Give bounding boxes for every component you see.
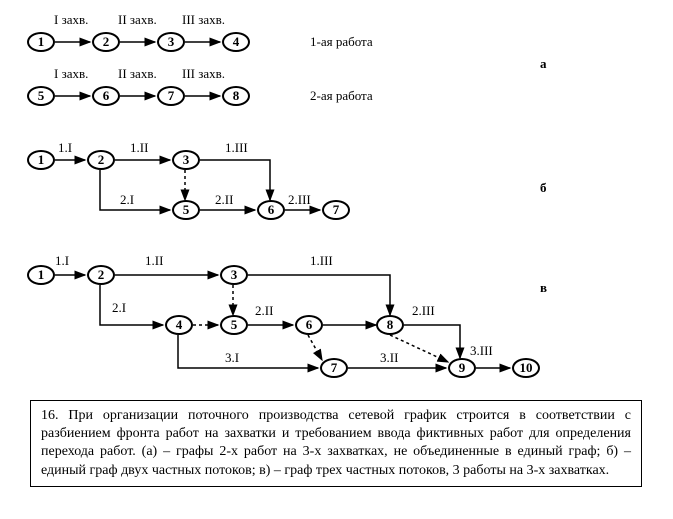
col-label: II захв. [118,12,157,28]
row-label: 2-ая работа [310,88,373,104]
edge-label: 2.II [215,192,233,208]
node: 5 [172,200,200,220]
node: 6 [295,315,323,335]
edge-label: 1.I [55,253,69,269]
node: 3 [220,265,248,285]
col-label: I захв. [54,66,88,82]
edge-label: 1.II [130,140,148,156]
node: 2 [92,32,120,52]
edge-label: 1.I [58,140,72,156]
edge-label: 2.III [412,303,435,319]
node: 2 [87,265,115,285]
node: 7 [320,358,348,378]
caption: 16. При организации поточного производст… [30,400,642,487]
node: 10 [512,358,540,378]
row-label: 1-ая работа [310,34,373,50]
edge-label: 1.III [310,253,333,269]
node: 5 [27,86,55,106]
node: 6 [92,86,120,106]
col-label: III захв. [182,66,225,82]
node: 7 [322,200,350,220]
node: 2 [87,150,115,170]
node: 3 [157,32,185,52]
node: 5 [220,315,248,335]
edge-label: 1.III [225,140,248,156]
node: 1 [27,150,55,170]
col-label: III захв. [182,12,225,28]
col-label: II захв. [118,66,157,82]
col-label: I захв. [54,12,88,28]
edge-label: 2.III [288,192,311,208]
edge-label: 2.II [255,303,273,319]
node: 6 [257,200,285,220]
edge-label: 3.I [225,350,239,366]
node: 8 [222,86,250,106]
node: 4 [165,315,193,335]
node: 1 [27,265,55,285]
edge-label: 3.II [380,350,398,366]
edge-label: 2.I [112,300,126,316]
node: 4 [222,32,250,52]
section-label: в [540,280,547,296]
edge-label: 2.I [120,192,134,208]
node: 9 [448,358,476,378]
section-label: а [540,56,547,72]
section-label: б [540,180,547,196]
edge-label: 3.III [470,343,493,359]
node: 8 [376,315,404,335]
node: 3 [172,150,200,170]
node: 1 [27,32,55,52]
edge-label: 1.II [145,253,163,269]
node: 7 [157,86,185,106]
